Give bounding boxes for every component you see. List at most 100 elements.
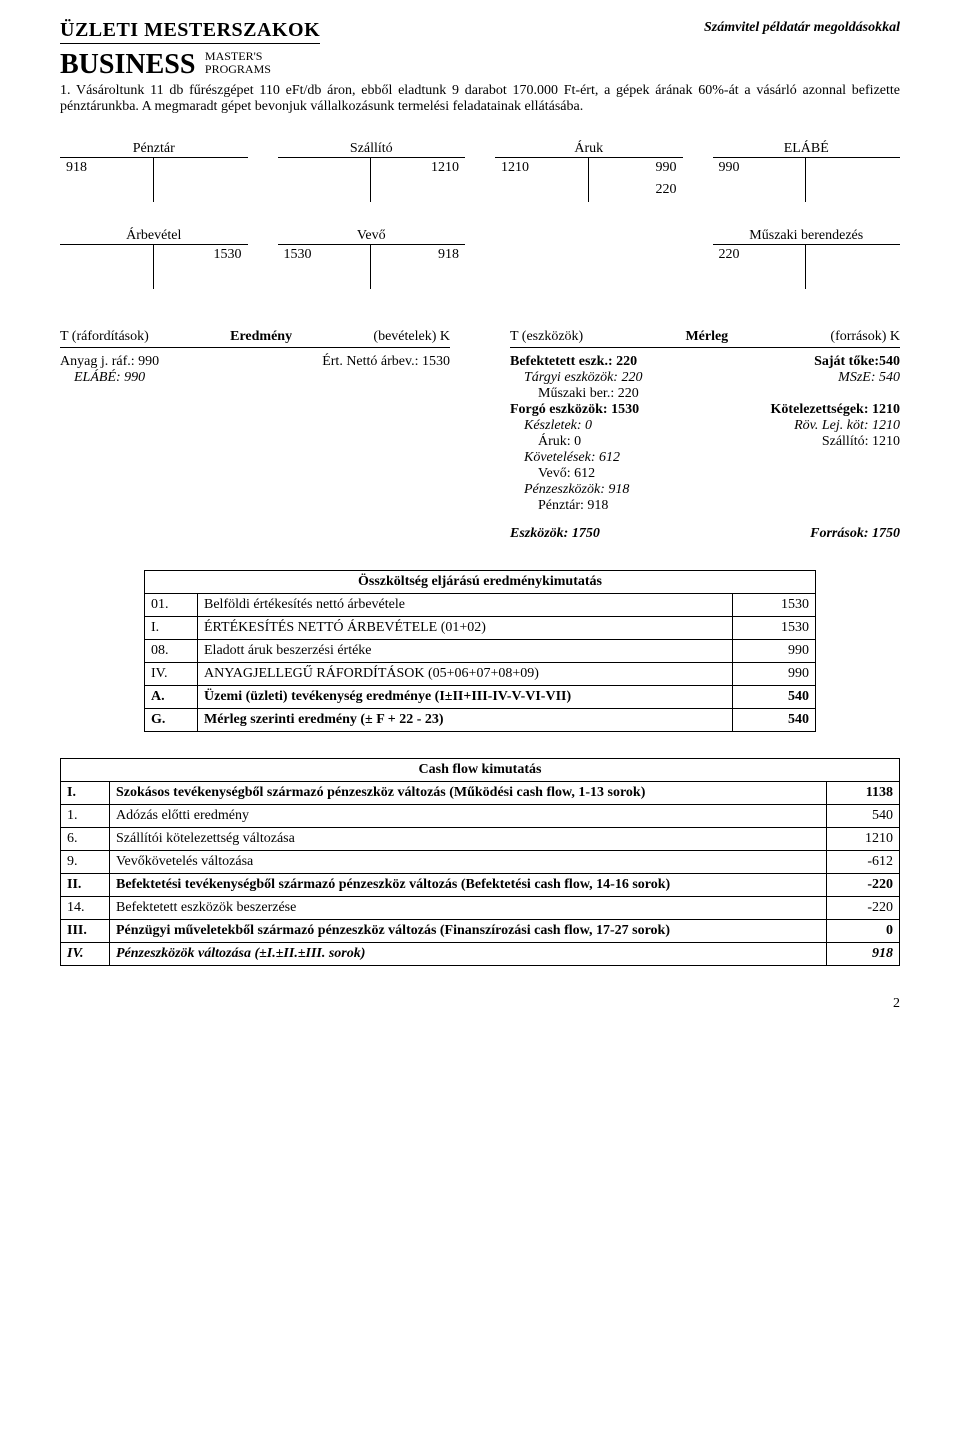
t-cell-left: 1530: [278, 245, 372, 267]
row-value: 1530: [733, 617, 816, 640]
logo-block: ÜZLETI MESTERSZAKOK BUSINESS MASTER'S PR…: [60, 20, 320, 79]
table-row: III.Pénzügyi műveletekből származó pénze…: [61, 920, 900, 943]
table-row: 6.Szállítói kötelezettség változása1210: [61, 828, 900, 851]
eredmeny-section: T (ráfordítások) Eredmény (bevételek) K …: [60, 329, 450, 542]
t-cell-right: 1530: [154, 245, 248, 267]
t-cell-right: [154, 180, 248, 202]
logo-sub2: PROGRAMS: [205, 62, 271, 76]
merleg-liab-item: [710, 498, 900, 514]
row-code: IV.: [61, 943, 110, 966]
t-account-grid: 918: [60, 157, 248, 202]
row-code: 14.: [61, 897, 110, 920]
row-desc: Szokásos tevékenységből származó pénzesz…: [110, 782, 827, 805]
row-code: 08.: [145, 640, 198, 663]
t-cell-left: [495, 180, 589, 202]
t-account: Árbevétel1530: [60, 228, 248, 289]
merleg-liab-item: [710, 482, 900, 498]
t-cell-left: 990: [713, 158, 807, 180]
row-code: 01.: [145, 594, 198, 617]
merleg-liab-item: [710, 466, 900, 482]
merleg-liab-item: Saját tőke:540: [710, 354, 900, 370]
page-number: 2: [60, 996, 900, 1012]
row-value: 540: [733, 686, 816, 709]
t-cell-right: [154, 267, 248, 289]
table-row: 08.Eladott áruk beszerzési értéke990: [145, 640, 816, 663]
row-code: IV.: [145, 663, 198, 686]
logo-line1: ÜZLETI MESTERSZAKOK: [60, 20, 320, 41]
divider: [60, 43, 320, 44]
row-desc: Belföldi értékesítés nettó árbevétele: [198, 594, 733, 617]
merleg-liab-item: [710, 386, 900, 402]
merleg-asset-item: Vevő: 612: [510, 466, 700, 482]
merleg-section: T (eszközök) Mérleg (források) K Befekte…: [510, 329, 900, 542]
row-code: I.: [145, 617, 198, 640]
t-cell-left: [278, 180, 372, 202]
header: ÜZLETI MESTERSZAKOK BUSINESS MASTER'S PR…: [60, 20, 900, 79]
merleg-liab-item: Röv. Lej. köt: 1210: [710, 418, 900, 434]
merleg-asset-item: Pénztár: 918: [510, 498, 700, 514]
eredmeny-right-item: [260, 370, 450, 386]
row-code: 1.: [61, 805, 110, 828]
row-value: 918: [827, 943, 900, 966]
eredmeny-head-r: (bevételek) K: [373, 329, 450, 345]
t-account: ELÁBÉ990: [713, 141, 901, 202]
table-row: I.ÉRTÉKESÍTÉS NETTÓ ÁRBEVÉTELE (01+02)15…: [145, 617, 816, 640]
merleg-sums: Eszközök: 1750 Források: 1750: [510, 526, 900, 542]
row-value: 540: [827, 805, 900, 828]
t-cell-right: [806, 158, 900, 180]
merleg-asset-item: Forgó eszközök: 1530: [510, 402, 700, 418]
t-cell-left: [713, 180, 807, 202]
table-row: 1.Adózás előtti eredmény540: [61, 805, 900, 828]
eredmeny-body: Anyag j. ráf.: 990Ért. Nettó árbev.: 153…: [60, 354, 450, 386]
t-cell-left: [713, 267, 807, 289]
sum-assets: Eszközök: 1750: [510, 526, 705, 542]
merleg-asset-item: Követelések: 612: [510, 450, 700, 466]
row-value: -612: [827, 851, 900, 874]
row-code: III.: [61, 920, 110, 943]
row-desc: ANYAGJELLEGŰ RÁFORDÍTÁSOK (05+06+07+08+0…: [198, 663, 733, 686]
t-cell-right: 990: [589, 158, 683, 180]
problem-text: 1. Vásároltunk 11 db fűrészgépet 110 eFt…: [60, 83, 900, 115]
sum-liabs: Források: 1750: [705, 526, 900, 542]
t-account-title: Áruk: [495, 141, 683, 157]
logo-sub1: MASTER'S: [205, 49, 263, 63]
t-account: Műszaki berendezés220: [713, 228, 901, 289]
t-account-grid: 1530918: [278, 244, 466, 289]
merleg-liab-item: Kötelezettségek: 1210: [710, 402, 900, 418]
eredmeny-left-item: ELÁBÉ: 990: [60, 370, 250, 386]
merleg-head-r: (források) K: [830, 329, 900, 345]
t-cell-right: [806, 245, 900, 267]
merleg-head: T (eszközök) Mérleg (források) K: [510, 329, 900, 348]
t-account: Pénztár918: [60, 141, 248, 202]
merleg-liab-item: Szállító: 1210: [710, 434, 900, 450]
table-row: IV.Pénzeszközök változása (±I.±II.±III. …: [61, 943, 900, 966]
t-cell-left: [278, 267, 372, 289]
row-value: 540: [733, 709, 816, 732]
income-title: Összköltség eljárású eredménykimutatás: [145, 571, 816, 594]
t-account: Szállító1210: [278, 141, 466, 202]
t-cell-right: 220: [589, 180, 683, 202]
row-value: -220: [827, 874, 900, 897]
row-desc: Adózás előtti eredmény: [110, 805, 827, 828]
merleg-liab-item: [710, 450, 900, 466]
eredmeny-head-c: Eredmény: [230, 329, 292, 345]
row-desc: Üzemi (üzleti) tevékenység eredménye (I±…: [198, 686, 733, 709]
row-desc: Befektetési tevékenységből származó pénz…: [110, 874, 827, 897]
t-account-title: Szállító: [278, 141, 466, 157]
t-cell-left: [60, 180, 154, 202]
table-row: A.Üzemi (üzleti) tevékenység eredménye (…: [145, 686, 816, 709]
row-code: 6.: [61, 828, 110, 851]
table-row: IV.ANYAGJELLEGŰ RÁFORDÍTÁSOK (05+06+07+0…: [145, 663, 816, 686]
row-desc: ÉRTÉKESÍTÉS NETTÓ ÁRBEVÉTELE (01+02): [198, 617, 733, 640]
cashflow-table: Cash flow kimutatás I.Szokásos tevékenys…: [60, 758, 900, 966]
table-row: 01.Belföldi értékesítés nettó árbevétele…: [145, 594, 816, 617]
t-account-title: Árbevétel: [60, 228, 248, 244]
row-value: -220: [827, 897, 900, 920]
income-table: Összköltség eljárású eredménykimutatás 0…: [144, 570, 816, 732]
t-cell-left: 918: [60, 158, 154, 180]
table-row: 9.Vevőkövetelés változása-612: [61, 851, 900, 874]
row-desc: Pénzügyi műveletekből származó pénzeszkö…: [110, 920, 827, 943]
row-desc: Eladott áruk beszerzési értéke: [198, 640, 733, 663]
merleg-body: Befektetett eszk.: 220Saját tőke:540Tárg…: [510, 354, 900, 514]
eredmeny-head: T (ráfordítások) Eredmény (bevételek) K: [60, 329, 450, 348]
